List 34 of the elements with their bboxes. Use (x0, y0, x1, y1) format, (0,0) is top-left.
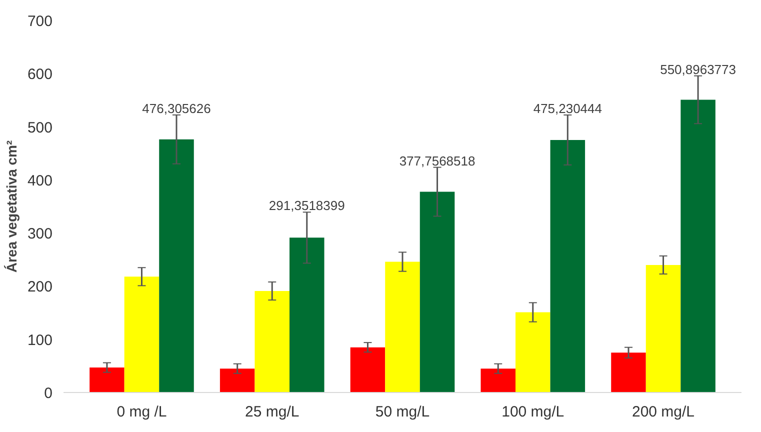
data-label: 291,3518399 (268, 198, 345, 214)
y-tick-label: 300 (27, 226, 53, 243)
y-tick-label: 700 (27, 13, 53, 30)
bar (90, 368, 124, 392)
data-label: 475,230444 (533, 100, 602, 116)
y-tick-label: 0 (44, 385, 52, 402)
data-label: 377,7568518 (399, 153, 476, 168)
bar (646, 264, 681, 392)
bar (290, 238, 324, 392)
bar (680, 100, 716, 392)
bar (254, 290, 290, 392)
bar (550, 140, 586, 392)
data-label: 550,8963773 (660, 62, 736, 77)
bar (159, 139, 194, 392)
y-tick-label: 200 (27, 278, 53, 296)
data-label: 476,305626 (142, 100, 211, 116)
x-tick-label: 25 mg/L (245, 404, 300, 420)
y-tick-label: 600 (27, 66, 53, 84)
y-tick-label: 100 (27, 332, 53, 349)
bar (350, 347, 386, 392)
x-tick-label: 50 mg/L (375, 404, 430, 420)
y-tick-label: 500 (27, 119, 53, 136)
bar (385, 262, 420, 392)
x-tick-label: 100 mg/L (502, 404, 564, 420)
bar (516, 312, 550, 392)
bar (611, 352, 646, 392)
bar (124, 276, 160, 392)
bar (220, 368, 255, 392)
x-tick-label: 200 mg/L (632, 404, 695, 420)
x-tick-label: 0 mg /L (116, 404, 167, 420)
y-axis-title: Área vegetativa cm² (3, 140, 20, 273)
bar (420, 192, 455, 392)
bar (480, 368, 516, 392)
y-tick-label: 400 (27, 172, 53, 190)
